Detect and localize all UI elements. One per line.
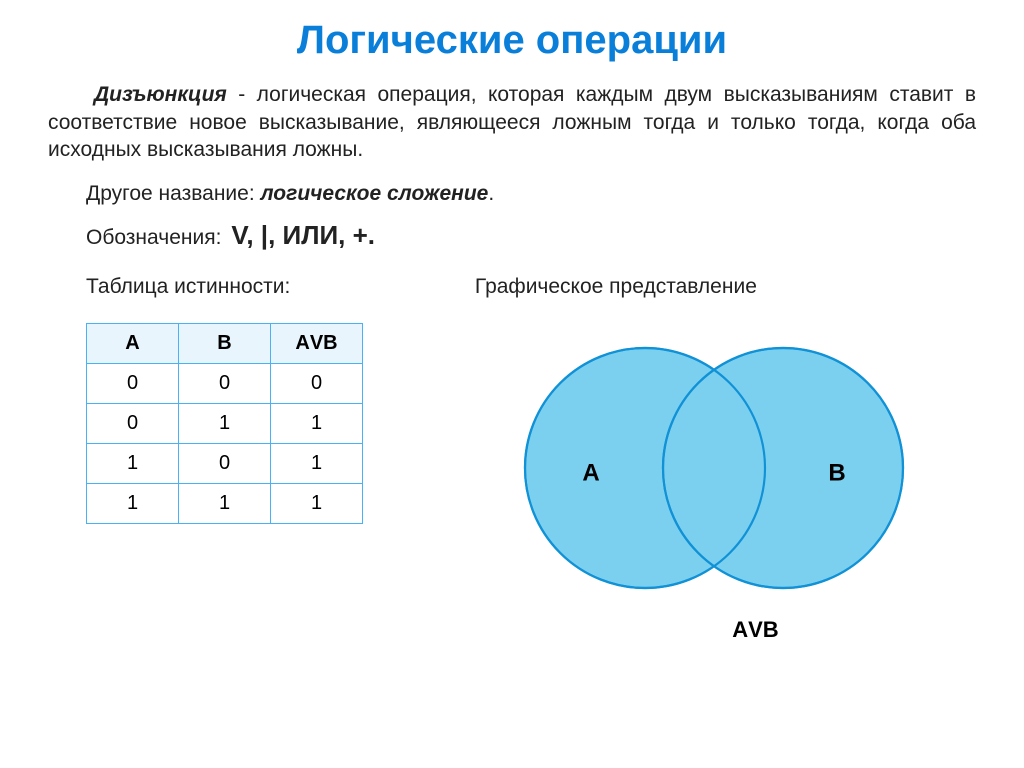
table-cell: 0	[87, 364, 179, 404]
definition-paragraph: Дизъюнкция - логическая операция, котора…	[48, 81, 976, 164]
table-cell: 1	[271, 404, 363, 444]
table-cell: 0	[87, 404, 179, 444]
table-row: 1 1 1	[87, 484, 363, 524]
notation-line: Обозначения: V, |, ИЛИ, +.	[86, 220, 976, 251]
table-cell: 1	[271, 444, 363, 484]
table-cell: 1	[179, 404, 271, 444]
venn-svg: АВ	[485, 323, 915, 613]
col-header: В	[179, 324, 271, 364]
venn-diagram: АВ	[485, 323, 915, 623]
other-name-label: Другое название:	[86, 182, 255, 205]
table-cell: 0	[271, 364, 363, 404]
table-row: 1 0 1	[87, 444, 363, 484]
notation-label: Обозначения:	[86, 226, 221, 250]
table-cell: 1	[87, 444, 179, 484]
table-row: 0 0 0	[87, 364, 363, 404]
truth-table-column: Таблица истинности: А В АVВ 0 0 0 0 1	[48, 275, 475, 643]
table-row: 0 1 1	[87, 404, 363, 444]
svg-text:В: В	[828, 460, 845, 487]
col-header: А	[87, 324, 179, 364]
other-name-value: логическое сложение	[261, 182, 489, 205]
content-columns: Таблица истинности: А В АVВ 0 0 0 0 1	[48, 275, 976, 643]
truth-table-heading: Таблица истинности:	[86, 275, 475, 299]
other-name-line: Другое название: логическое сложение.	[86, 182, 976, 206]
table-cell: 0	[179, 364, 271, 404]
table-cell: 0	[179, 444, 271, 484]
venn-column: Графическое представление АВ АVВ	[475, 275, 976, 643]
table-cell: 1	[179, 484, 271, 524]
table-header-row: А В АVВ	[87, 324, 363, 364]
slide: Логические операции Дизъюнкция - логичес…	[0, 0, 1024, 768]
svg-text:А: А	[582, 460, 599, 487]
definition-term: Дизъюнкция	[94, 83, 227, 106]
table-cell: 1	[271, 484, 363, 524]
notation-value: V, |, ИЛИ, +.	[231, 220, 375, 251]
table-cell: 1	[87, 484, 179, 524]
col-header: АVВ	[271, 324, 363, 364]
page-title: Логические операции	[48, 18, 976, 63]
truth-table: А В АVВ 0 0 0 0 1 1 1	[86, 323, 363, 524]
venn-heading: Графическое представление	[475, 275, 976, 299]
